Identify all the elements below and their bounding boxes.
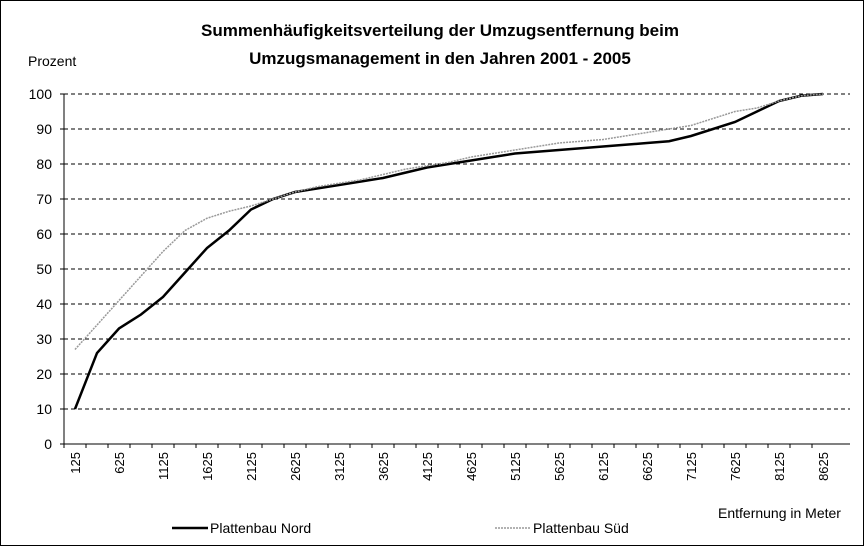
x-tick-label: 5125: [508, 452, 523, 481]
x-tick-label: 625: [112, 452, 127, 474]
x-tick-label: 8625: [816, 452, 831, 481]
y-tick-label: 70: [36, 191, 52, 207]
x-tick-label: 1125: [156, 452, 171, 480]
x-tick-label: 2125: [244, 452, 259, 481]
x-tick-label: 3625: [376, 452, 391, 481]
x-tick-label: 7125: [684, 452, 699, 481]
x-tick-label: 6625: [640, 452, 655, 481]
data-line: [73, 92, 824, 410]
x-tick-label: 8125: [772, 452, 787, 481]
y-tick-label: 50: [36, 261, 52, 277]
y-tick-label: 90: [36, 121, 52, 137]
y-tick-label: 100: [29, 86, 53, 102]
x-tick-label: 6125: [596, 452, 611, 481]
y-tick-label: 0: [44, 436, 52, 452]
x-tick-label: 2625: [288, 452, 303, 481]
y-tick-label: 80: [36, 156, 52, 172]
chart-title: Summenhäufigkeitsverteilung der Umzugsen…: [201, 21, 679, 40]
data-line: [74, 93, 824, 351]
x-tick-label: 4625: [464, 452, 479, 481]
chart-title: Umzugsmanagement in den Jahren 2001 - 20…: [249, 49, 631, 68]
legend-label: Plattenbau Nord: [210, 520, 311, 536]
x-tick-label: 3125: [332, 452, 347, 481]
x-tick-label: 5625: [552, 452, 567, 481]
y-tick-label: 40: [36, 296, 52, 312]
x-tick-label: 4125: [420, 452, 435, 481]
x-tick-label: 1625: [200, 452, 215, 481]
y-tick-label: 60: [36, 226, 52, 242]
y-tick-label: 20: [36, 366, 52, 382]
x-tick-label: 125: [68, 452, 83, 474]
y-tick-label: 10: [36, 401, 52, 417]
y-tick-label: 30: [36, 331, 52, 347]
legend-label: Plattenbau Süd: [533, 520, 629, 536]
x-tick-label: 7625: [728, 452, 743, 481]
x-axis-label: Entfernung in Meter: [718, 505, 841, 521]
y-axis-label: Prozent: [28, 53, 76, 69]
